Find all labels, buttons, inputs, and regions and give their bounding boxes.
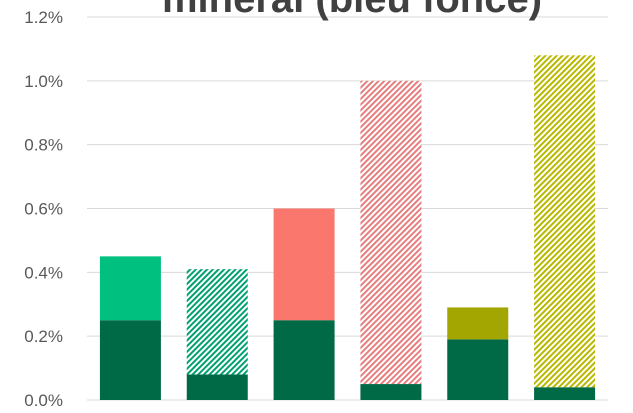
bar-segment-base xyxy=(186,374,248,400)
bar-segment-base xyxy=(273,320,335,400)
y-tick-label: 1.2% xyxy=(24,8,63,27)
bar-segment-top xyxy=(273,208,335,321)
bar-stack xyxy=(273,208,335,400)
bar-segment-base xyxy=(447,339,509,400)
bar-stack xyxy=(186,269,248,400)
bars xyxy=(99,55,596,400)
bar-stack xyxy=(99,256,161,400)
y-tick-label: 0.2% xyxy=(24,327,63,346)
bar-segment-top xyxy=(534,55,596,388)
bar-segment-top xyxy=(99,256,161,321)
bar-segment-base xyxy=(99,320,161,400)
y-tick-label: 0.0% xyxy=(24,391,63,408)
bar-segment-top xyxy=(186,269,248,375)
bar-segment-top xyxy=(360,80,422,385)
grid-lines xyxy=(87,16,608,401)
y-tick-label: 0.8% xyxy=(24,136,63,155)
y-tick-label: 0.6% xyxy=(24,200,63,219)
y-axis-tick-labels: 0.0% 0.2% 0.4% 0.6% 0.8% 1.0% 1.2% xyxy=(24,8,63,410)
bar-segment-top xyxy=(447,307,509,340)
y-tick-label: 0.4% xyxy=(24,263,63,282)
bar-segment-base xyxy=(360,384,422,400)
chart-title: mineral (bleu foncé) xyxy=(162,0,542,21)
bar-stack xyxy=(447,307,509,400)
bar-segment-base xyxy=(534,387,596,400)
bar-stack xyxy=(360,80,422,400)
y-tick-label: 1.0% xyxy=(24,72,63,91)
bar-stack xyxy=(534,55,596,400)
